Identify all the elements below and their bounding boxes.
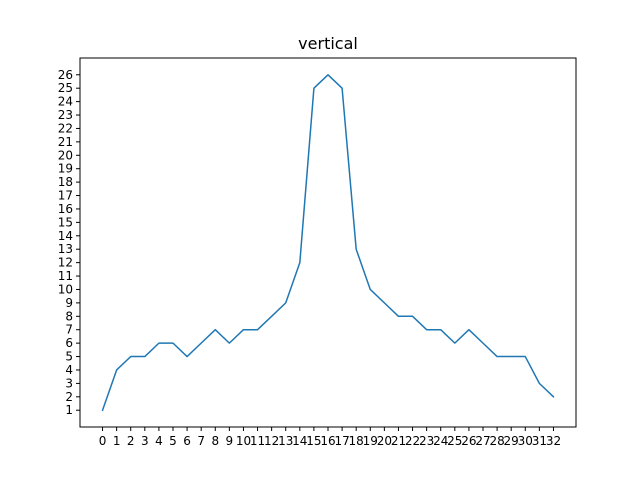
- x-tick-label: 11: [250, 434, 265, 448]
- x-tick-label: 25: [447, 434, 462, 448]
- x-axis: 0 1 2 3 4 5 6 7 8 9 101112131415161718192021222324…: [99, 427, 561, 448]
- x-tick-label: 30: [518, 434, 533, 448]
- y-tick-label: 10: [58, 282, 73, 296]
- y-tick-label: 18: [58, 175, 73, 189]
- y-tick-label: 2: [65, 390, 73, 404]
- x-tick-label: 2: [127, 434, 135, 448]
- x-tick-label: 0: [99, 434, 107, 448]
- plot-area-frame: [79, 57, 577, 428]
- y-tick-label: 14: [58, 229, 73, 243]
- y-tick-label: 25: [58, 81, 73, 95]
- x-tick-label: 31: [532, 434, 547, 448]
- y-tick-label: 21: [58, 135, 73, 149]
- x-tick-label: 22: [405, 434, 420, 448]
- y-tick-label: 4: [65, 363, 73, 377]
- x-tick-label: 17: [334, 434, 349, 448]
- y-tick-label: 24: [58, 95, 73, 109]
- y-tick-label: 6: [65, 336, 73, 350]
- x-tick-label: 9: [226, 434, 234, 448]
- y-tick-label: 22: [58, 121, 73, 135]
- y-tick-label: 5: [65, 350, 73, 364]
- x-tick-label: 8: [211, 434, 219, 448]
- x-tick-label: 28: [489, 434, 504, 448]
- y-tick-label: 16: [58, 202, 73, 216]
- x-tick-label: 13: [278, 434, 293, 448]
- y-tick-label: 12: [58, 256, 73, 270]
- x-tick-label: 1: [113, 434, 121, 448]
- x-tick-label: 29: [504, 434, 519, 448]
- y-tick-label: 26: [58, 68, 73, 82]
- y-tick-label: 8: [65, 309, 73, 323]
- x-tick-label: 26: [461, 434, 476, 448]
- y-tick-label: 13: [58, 242, 73, 256]
- x-tick-label: 20: [377, 434, 392, 448]
- x-tick-label: 21: [391, 434, 406, 448]
- x-tick-label: 15: [306, 434, 321, 448]
- y-tick-label: 11: [58, 269, 73, 283]
- y-tick-label: 23: [58, 108, 73, 122]
- chart-title: vertical: [298, 34, 358, 53]
- y-tick-label: 17: [58, 189, 73, 203]
- y-axis: 1234567891011121314151617181920212223242…: [58, 68, 80, 417]
- x-tick-label: 5: [169, 434, 177, 448]
- x-tick-label: 3: [141, 434, 149, 448]
- x-tick-label: 19: [363, 434, 378, 448]
- x-tick-label: 12: [264, 434, 279, 448]
- y-tick-label: 15: [58, 215, 73, 229]
- y-tick-label: 19: [58, 162, 73, 176]
- x-tick-label: 10: [236, 434, 251, 448]
- y-tick-label: 1: [65, 403, 73, 417]
- x-tick-label: 7: [197, 434, 205, 448]
- x-tick-label: 32: [546, 434, 561, 448]
- x-tick-label: 24: [433, 434, 448, 448]
- x-tick-label: 6: [183, 434, 191, 448]
- x-tick-label: 16: [320, 434, 335, 448]
- y-tick-label: 3: [65, 376, 73, 390]
- series-layer: [101, 74, 555, 412]
- x-tick-label: 18: [349, 434, 364, 448]
- x-tick-label: 4: [155, 434, 163, 448]
- x-tick-label: 27: [475, 434, 490, 448]
- x-tick-label: 23: [419, 434, 434, 448]
- y-tick-label: 9: [65, 296, 73, 310]
- y-tick-label: 7: [65, 323, 73, 337]
- y-tick-label: 20: [58, 148, 73, 162]
- x-tick-label: 14: [292, 434, 307, 448]
